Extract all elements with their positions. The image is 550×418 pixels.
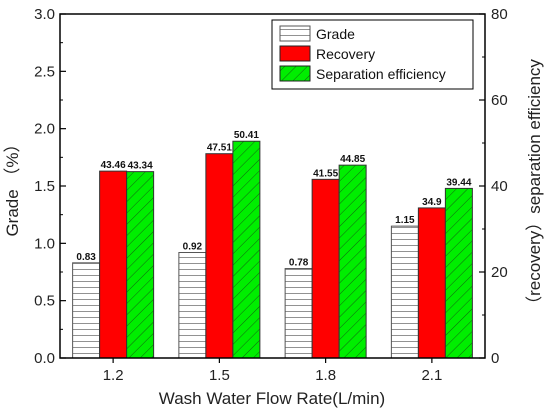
data-label-recovery: 43.46 — [101, 160, 126, 171]
data-label-separation-efficiency: 50.41 — [234, 130, 259, 141]
bar-recovery — [205, 153, 234, 359]
legend-label-recovery: Recovery — [316, 46, 375, 62]
right-y-tick-label: 80 — [491, 6, 508, 23]
bar-separation-efficiency — [232, 140, 261, 359]
x-tick-label: 2.1 — [421, 367, 442, 384]
x-tick-label: 1.2 — [103, 367, 124, 384]
left-y-tick-label: 1.0 — [34, 235, 55, 252]
left-y-tick-label: 2.5 — [34, 63, 55, 80]
left-y-tick-label: 0.0 — [34, 350, 55, 367]
data-label-recovery: 47.51 — [207, 143, 232, 154]
bar-separation-efficiency — [444, 187, 473, 359]
bar-recovery — [417, 207, 446, 359]
legend-swatch-grade — [279, 25, 311, 42]
x-tick-label: 1.8 — [315, 367, 336, 384]
x-axis-title: Wash Water Flow Rate(L/min) — [159, 389, 385, 408]
legend: Grade Recovery Separation efficiency — [271, 19, 474, 90]
right-y-tick-label: 20 — [491, 264, 508, 281]
bar-grade — [284, 268, 313, 359]
legend-swatch-recovery — [279, 45, 311, 62]
data-label-separation-efficiency: 43.34 — [128, 161, 153, 172]
right-y-tick-label: 0 — [491, 350, 499, 367]
left-y-tick-label: 2.0 — [34, 121, 55, 138]
data-label-grade: 1.15 — [395, 215, 415, 226]
left-y-tick-label: 1.5 — [34, 178, 55, 195]
data-label-grade: 0.83 — [76, 252, 96, 263]
bar-separation-efficiency — [126, 171, 155, 359]
bars-layer — [72, 140, 473, 359]
data-label-recovery: 41.55 — [313, 168, 338, 179]
left-y-tick-label: 3.0 — [34, 6, 55, 23]
data-label-separation-efficiency: 39.44 — [446, 177, 471, 188]
x-tick-label: 1.5 — [209, 367, 230, 384]
right-y-tick-label: 60 — [491, 92, 508, 109]
axes-layer: 1.2 1.5 1.8 2.1 0.0 0.5 1.0 1.5 2.0 2.5 3.0 0 20 40 60… — [34, 6, 508, 384]
data-label-recovery: 34.9 — [422, 197, 442, 208]
left-y-tick-label: 0.5 — [34, 293, 55, 310]
data-label-grade: 0.78 — [289, 258, 309, 269]
legend-label-separation-efficiency: Separation efficiency — [316, 66, 446, 82]
bar-recovery — [311, 178, 340, 359]
right-axis-title: （recovery）separation efficiency — [525, 59, 544, 313]
data-label-grade: 0.92 — [183, 242, 203, 253]
right-y-tick-label: 40 — [491, 178, 508, 195]
legend-label-grade: Grade — [316, 26, 355, 42]
bar-grade — [72, 262, 101, 359]
left-axis-title: Grade （%） — [3, 135, 22, 236]
bar-recovery — [99, 170, 128, 359]
bar-separation-efficiency — [338, 164, 367, 359]
bar-grade — [390, 225, 419, 359]
data-label-separation-efficiency: 44.85 — [340, 154, 365, 165]
bar-grade — [178, 252, 207, 359]
legend-swatch-separation-efficiency — [279, 65, 311, 82]
